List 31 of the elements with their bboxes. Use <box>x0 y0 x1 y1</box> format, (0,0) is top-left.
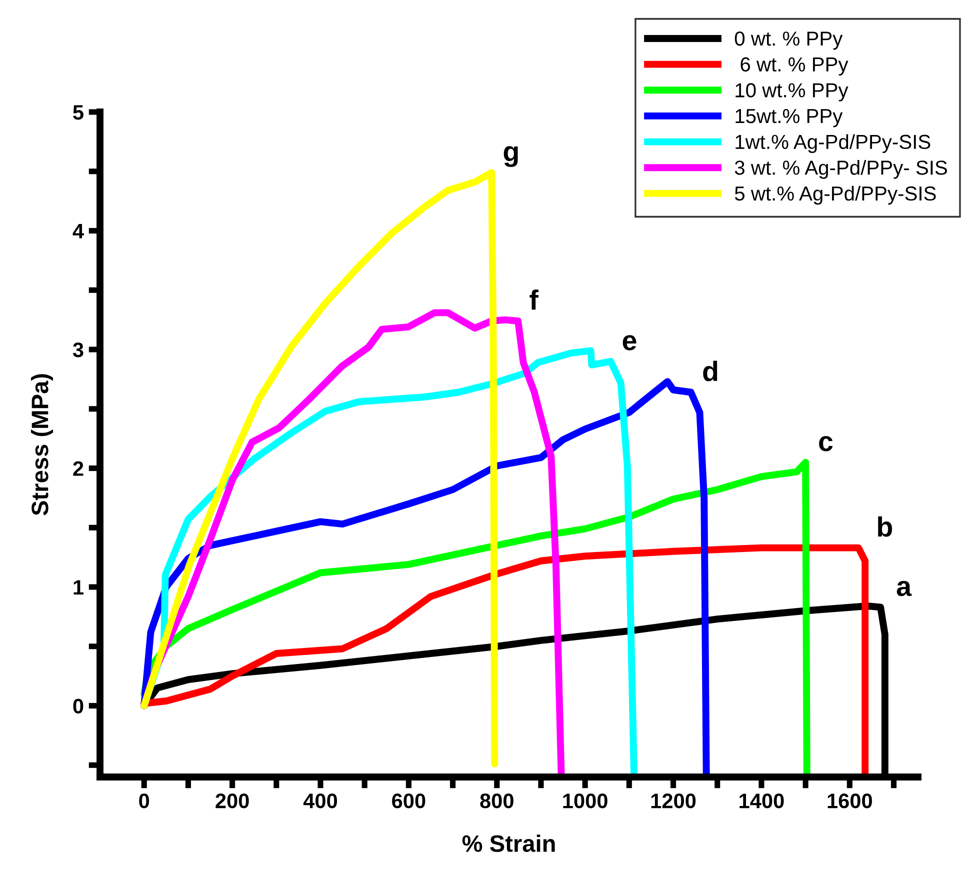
y-tick-label: 4 <box>72 224 84 238</box>
x-tick-label: 800 <box>480 794 514 808</box>
legend-label: 6 wt. % PPy <box>740 57 848 76</box>
y-axis-title: Stress (MPa) <box>30 374 53 516</box>
x-tick-label: 1400 <box>740 794 784 808</box>
x-tick-label: 400 <box>303 794 338 808</box>
y-tick-label: 2 <box>73 461 84 476</box>
annotation: b <box>878 516 892 537</box>
legend-label: 3 wt. % Ag-Pd/PPy- SIS <box>734 160 947 179</box>
y-tick-label: 3 <box>72 342 84 358</box>
y-tick-label: 0 <box>73 698 84 714</box>
x-tick-label: 1600 <box>828 794 872 808</box>
x-axis-title: % Strain <box>462 834 555 852</box>
annotation: d <box>703 360 718 382</box>
annotation: c <box>819 436 833 452</box>
y-tick-label: 5 <box>73 105 84 120</box>
x-tick-label: 200 <box>216 794 249 808</box>
annotation: f <box>530 290 538 310</box>
y-tick-label: 1 <box>74 580 84 595</box>
x-tick-label: 1000 <box>563 794 608 808</box>
legend-label: 10 wt.% PPy <box>736 83 848 102</box>
legend-label: 15wt.% PPy <box>736 109 843 128</box>
annotation: e <box>622 335 636 350</box>
legend-label: 0 wt. % PPy <box>734 31 843 50</box>
x-tick-label: 1200 <box>651 794 696 808</box>
legend-label: 1wt.% Ag-Pd/PPy-SIS <box>736 134 930 154</box>
annotation: g <box>504 146 518 168</box>
x-tick-label: 600 <box>392 794 426 808</box>
annotation: a <box>896 580 912 596</box>
legend-label: 5 wt.% Ag-Pd/PPy-SIS <box>734 186 936 205</box>
x-tick-label: 0 <box>139 794 150 808</box>
